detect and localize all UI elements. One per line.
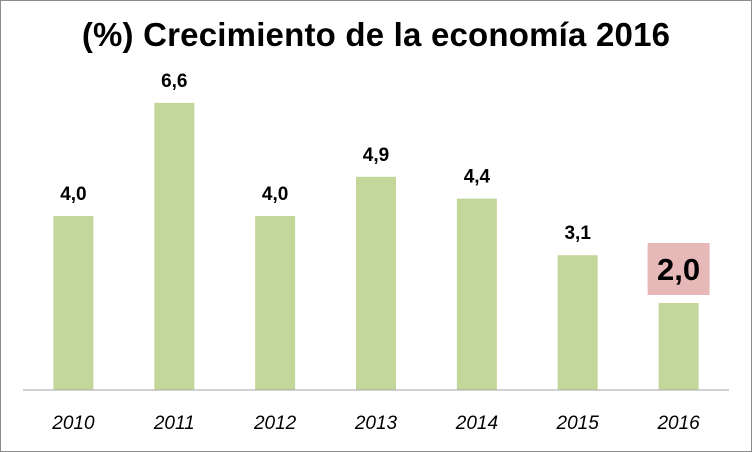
data-label-2013: 4,9 [363,145,389,166]
data-label-2015: 3,1 [564,223,591,244]
highlight-label-background [647,243,710,295]
bar-2012 [255,216,296,390]
x-tick-label-2013: 2013 [354,413,398,434]
bar-2015 [557,255,598,390]
data-label-2014: 4,4 [464,167,491,188]
bars-group [53,102,699,391]
bar-2010 [53,216,94,390]
x-tick-label-2012: 2012 [253,413,297,434]
x-tick-label-2011: 2011 [153,413,195,434]
chart-title: (%) Crecimiento de la economía 2016 [81,16,671,53]
data-label-2011: 6,6 [161,71,187,92]
x-tick-label-2014: 2014 [455,413,498,434]
bar-2011 [154,102,195,391]
bar-2013 [356,176,396,390]
bar-2014 [456,198,497,390]
data-labels-group: 4,0 6,6 4,0 4,9 4,4 3,1 2,0 [60,71,710,295]
x-tick-labels-group: 2010 2011 2012 2013 2014 2015 2016 [51,413,700,434]
x-tick-label-2016: 2016 [656,413,700,434]
x-tick-label-2015: 2015 [556,413,600,434]
x-tick-label-2010: 2010 [51,413,95,434]
bar-2016 [658,303,699,390]
data-label-2016: 2,0 [657,252,700,287]
data-label-2010: 4,0 [60,184,86,205]
data-label-2012: 4,0 [262,184,288,205]
